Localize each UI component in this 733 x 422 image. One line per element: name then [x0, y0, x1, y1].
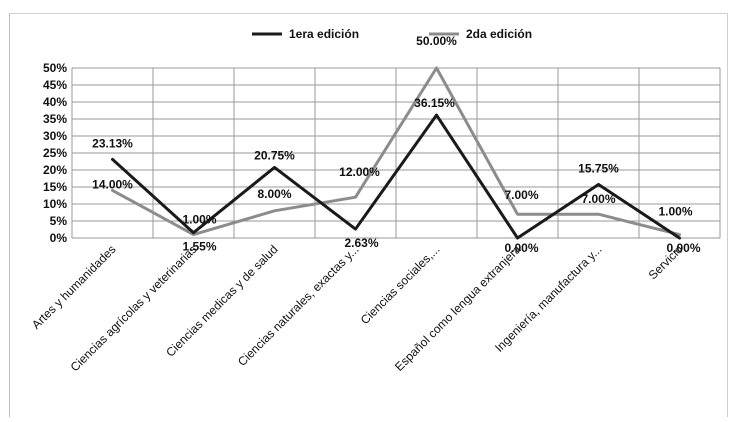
- data-label: 1.55%: [182, 240, 216, 254]
- data-label: 7.00%: [504, 188, 538, 202]
- category-label: Artes y humanidades: [29, 242, 119, 332]
- data-label: 12.00%: [339, 165, 380, 179]
- data-label: 0.00%: [666, 241, 700, 255]
- category-label: Ciencias sociales,...: [358, 242, 443, 327]
- data-label: 14.00%: [92, 177, 133, 191]
- series-line-2: [111, 66, 681, 237]
- y-tick-label: 35%: [43, 112, 67, 126]
- data-label: 7.00%: [581, 192, 615, 206]
- y-tick-label: 5%: [50, 214, 68, 228]
- y-tick-label: 50%: [43, 61, 67, 75]
- y-tick-label: 45%: [43, 78, 67, 92]
- legend: 1era edición 2da edición: [252, 27, 532, 41]
- data-label: 1.00%: [182, 213, 216, 227]
- data-label: 23.13%: [92, 136, 133, 150]
- chart-frame: [9, 13, 728, 417]
- data-label: 2.63%: [344, 236, 378, 250]
- data-label: 0.00%: [504, 241, 538, 255]
- legend-label-1: 1era edición: [289, 27, 359, 41]
- series-line-1: [111, 113, 681, 240]
- series-lines: [111, 66, 681, 240]
- axes: 0% 5% 10% 15% 20% 25% 30% 35% 40% 45% 50% Artes y h…: [29, 61, 686, 374]
- legend-label-2: 2da edición: [466, 27, 532, 41]
- data-label: 50.00%: [416, 34, 457, 48]
- y-tick-label: 40%: [43, 95, 67, 109]
- y-tick-label: 25%: [43, 146, 67, 160]
- data-label: 20.75%: [254, 148, 295, 162]
- data-labels: 23.13% 1.55% 20.75% 2.63% 36.15% 0.00% 15.75% 0…: [92, 34, 701, 255]
- y-tick-label: 15%: [43, 180, 67, 194]
- y-tick-label: 30%: [43, 129, 67, 143]
- y-tick-label: 20%: [43, 163, 67, 177]
- y-tick-label: 0%: [50, 231, 68, 245]
- data-label: 36.15%: [414, 96, 455, 110]
- data-label: 1.00%: [658, 205, 692, 219]
- y-tick-label: 10%: [43, 197, 67, 211]
- category-label: Ciencias agrícolas y veterinarias: [68, 242, 200, 374]
- data-label: 15.75%: [578, 161, 619, 175]
- data-label: 8.00%: [257, 187, 291, 201]
